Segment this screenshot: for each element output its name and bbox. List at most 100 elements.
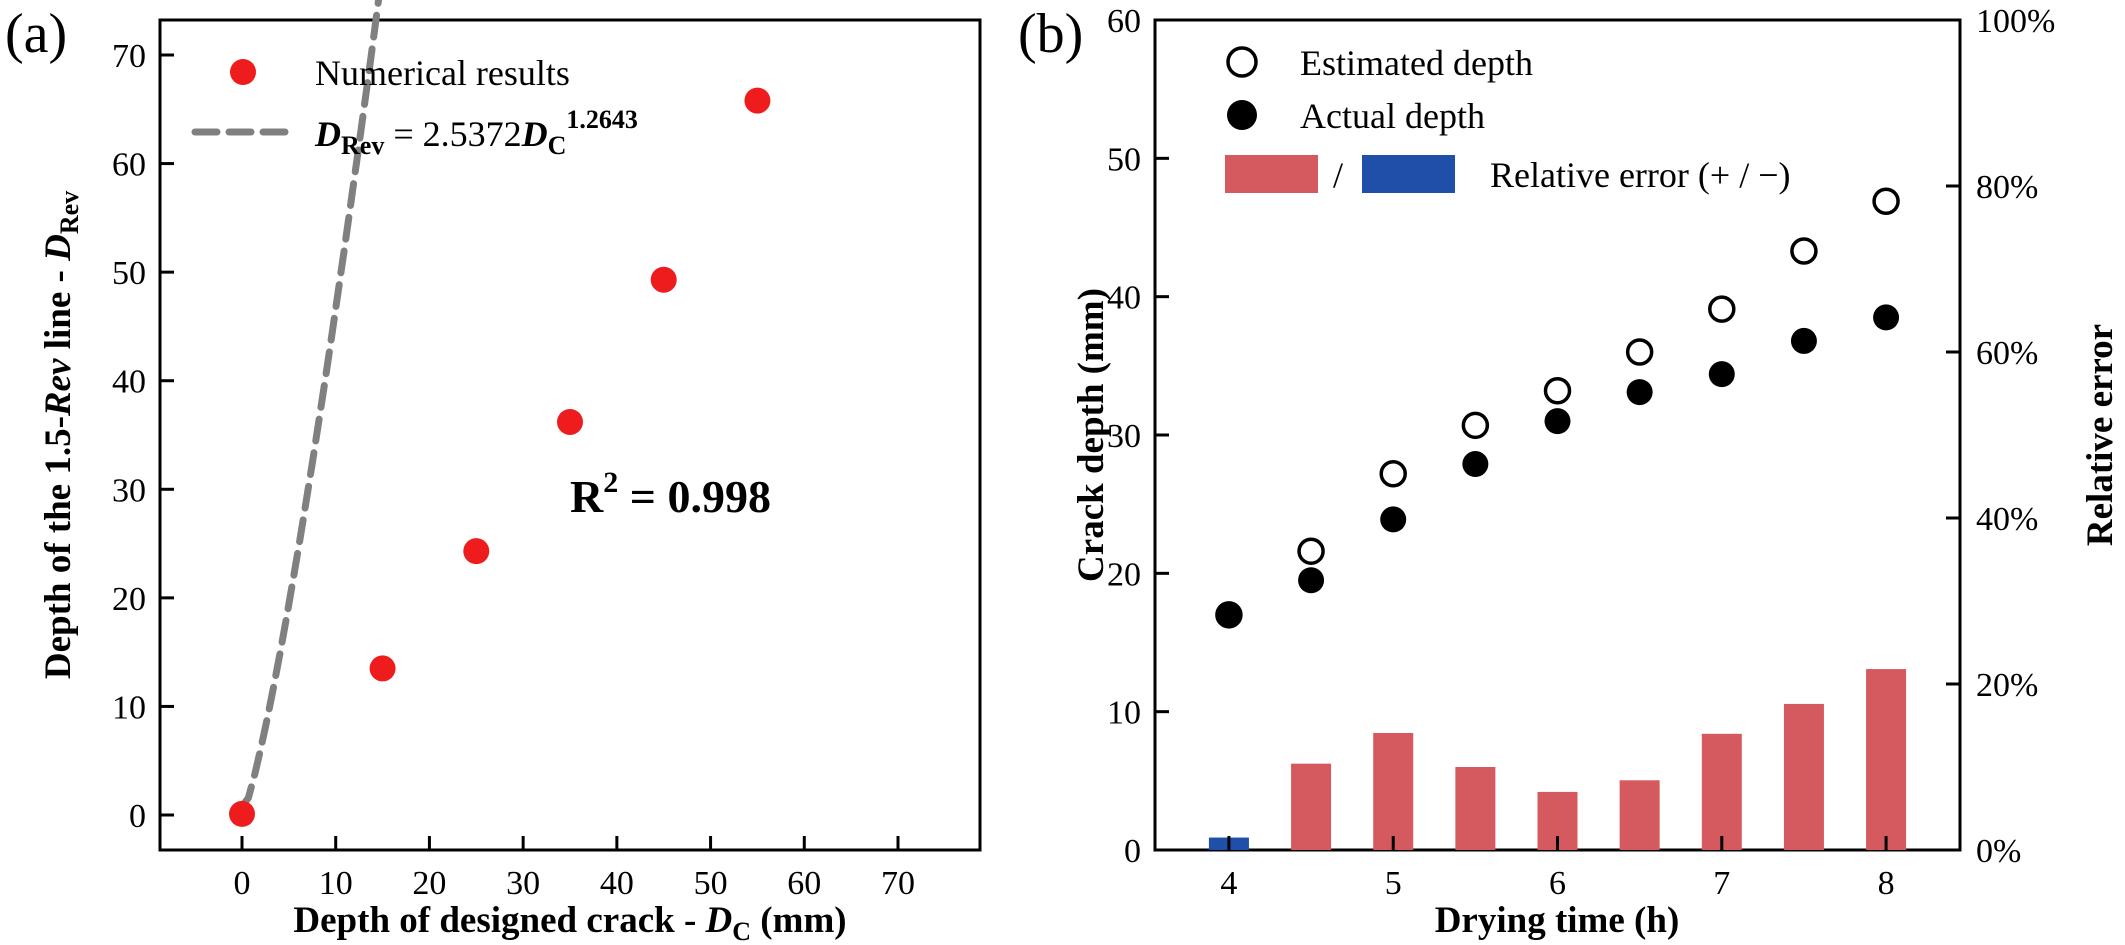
panel-a-plot-frame [158,18,982,852]
legend-label-estimated: Estimated depth [1300,43,1533,83]
relative-error-bar [1783,703,1824,850]
y-tick-label: 10 [112,689,146,726]
y2-tick-label: 100% [1976,3,2055,40]
estimated-depth-point [1872,187,1900,215]
y2-tick-label: 60% [1976,335,2038,372]
y-title-main: Depth of the 1.5- [38,416,79,679]
panel-b-y-axis-title: Crack depth (mm) [1071,288,1112,582]
legend-label-actual: Actual depth [1300,96,1485,136]
legend-label-numerical: Numerical results [315,53,570,93]
numerical-result-point [369,655,396,682]
panel-a-label: (a) [5,3,67,65]
y2-tick-label: 40% [1976,501,2038,538]
relative-error-bar [1373,732,1414,850]
legend-swatch-positive-error [1225,155,1318,193]
r-squared-annotation: R2 = 0.998 [570,466,771,522]
panel-a: (a) 0 10 20 30 40 50 60 70 0 10 20 30 40 50 60 70 Numer… [5,0,982,945]
y-tick-label: 40 [1107,280,1141,317]
y-tick-label: 60 [112,147,146,184]
fit-eq: = 2.5372 [384,114,521,154]
y-tick-label: 50 [112,255,146,292]
legend-label-fit: DRev = 2.5372DC1.2643 [314,105,638,160]
panel-a-ticks: 0 10 20 30 40 50 60 70 0 10 20 30 40 50 60 70 [112,38,915,902]
relative-error-bar [1701,733,1742,850]
actual-depth-point [1215,601,1242,628]
relative-error-bar [1455,767,1496,850]
y-tick-label: 20 [1107,556,1141,593]
panel-a-points [229,87,771,827]
y-tick-label: 40 [112,364,146,401]
panel-b-points [1215,187,1900,629]
panel-b-ticks: 4 5 6 7 8 0 10 20 30 40 50 60 0% 20% 40% 60% 80% 100% [1107,3,2055,902]
r2-value: = 0.998 [618,471,771,522]
numerical-result-point [557,408,583,435]
panel-a-x-axis-title: Depth of designed crack - DC (mm) [293,900,846,945]
legend-separator: / [1333,155,1343,195]
x-tick-label: 8 [1878,865,1895,902]
estimated-depth-point [1379,459,1407,488]
x-tick-label: 40 [600,865,634,902]
numerical-result-point [650,266,677,293]
numerical-result-point [744,87,771,114]
x-title-unit: (mm) [751,900,847,941]
y-tick-label: 30 [1107,418,1141,455]
panel-b-error-bars [1208,669,1907,850]
panel-a-y-axis-title: Depth of the 1.5-Rev line - DRev [38,191,84,679]
x-title-var: D [705,900,733,941]
estimated-depth-point [1461,411,1490,440]
x-title-main: Depth of designed crack - [293,900,705,941]
panel-b-label: (b) [1018,3,1083,65]
y-tick-label: 70 [112,38,146,75]
x-title-sub: C [732,917,751,945]
relative-error-bar [1866,669,1907,850]
y-tick-label: 60 [1107,3,1141,40]
y2-tick-label: 0% [1976,833,2021,870]
y-tick-label: 30 [112,472,146,509]
fit-exp: 1.2643 [566,105,638,134]
r2-prefix: R [570,471,604,522]
panel-b: (b) 4 5 6 7 8 0 10 20 30 40 50 60 0% 20% 40% 60% 80% 100%… [1018,3,2121,941]
x-tick-label: 0 [234,865,251,902]
r2-exponent: 2 [603,466,618,499]
panel-a-legend: Numerical results DRev = 2.5372DC1.2643 [191,53,638,160]
legend-marker-numerical [230,59,256,85]
legend-marker-actual [1227,100,1257,130]
y-tick-label: 0 [129,798,146,835]
y-tick-label: 20 [112,581,146,618]
numerical-result-point [463,538,490,565]
x-tick-label: 6 [1549,865,1566,902]
x-tick-label: 70 [881,865,915,902]
y2-tick-label: 80% [1976,169,2038,206]
actual-depth-point [1790,327,1817,354]
actual-depth-point [1626,379,1653,406]
actual-depth-point [1873,304,1900,331]
estimated-depth-point [1543,376,1572,405]
y-title-var: D [38,234,79,262]
x-tick-label: 30 [506,865,540,902]
legend-label-relative-error: Relative error (+ / −) [1490,155,1790,195]
panel-b-plot-frame [1153,18,1962,852]
fit-var2: D [521,114,548,154]
y-tick-label: 50 [1107,141,1141,178]
panel-b-x-axis-title: Drying time (h) [1435,900,1680,941]
fit-curve [238,0,383,810]
estimated-depth-point [1708,295,1736,323]
estimated-depth-point [1215,601,1243,629]
panel-b-y2-axis-title: Relative error [2080,324,2121,546]
x-tick-label: 7 [1713,865,1730,902]
panel-b-legend: Estimated depth Actual depth / Relative … [1225,43,1790,195]
actual-depth-point [1708,361,1735,388]
y-title-italic: Rev [38,358,79,417]
fit-var: D [314,114,341,154]
x-tick-label: 5 [1385,865,1402,902]
y-tick-label: 0 [1124,833,1141,870]
y-title-mid: line - [38,261,79,359]
relative-error-bar [1619,780,1660,850]
x-tick-label: 60 [787,865,821,902]
x-tick-label: 10 [319,865,353,902]
numerical-result-point [229,800,255,827]
y-tick-label: 10 [1107,695,1141,732]
relative-error-bar [1291,763,1332,850]
estimated-depth-point [1790,237,1818,265]
